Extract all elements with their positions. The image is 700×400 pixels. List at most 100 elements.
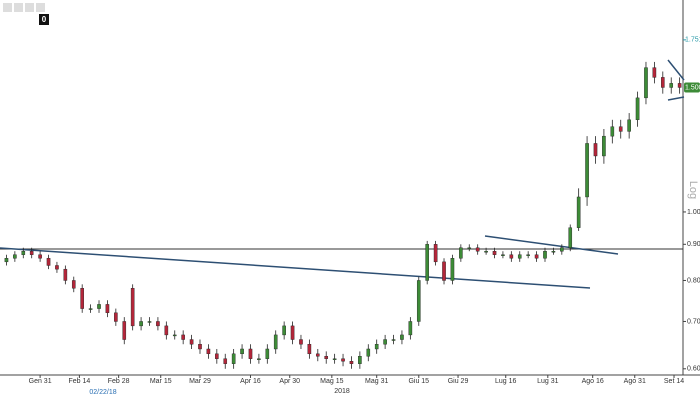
- x-tick-label: Mar 15: [150, 378, 172, 385]
- candle-body: [526, 254, 530, 256]
- x-tick-label: Apr 30: [279, 378, 300, 385]
- x-tick-label: Feb 14: [68, 378, 90, 385]
- candle-body: [425, 244, 429, 281]
- x-tick-label: Apr 16: [240, 378, 261, 385]
- candle-body: [71, 280, 76, 289]
- candle-body: [181, 334, 185, 340]
- candle-body: [46, 258, 51, 266]
- candle-body: [231, 353, 236, 364]
- candle-body: [543, 251, 547, 259]
- candle-body: [38, 254, 42, 259]
- candle-body: [257, 358, 261, 360]
- y-tick-label: 0.80: [687, 277, 700, 284]
- candle-body: [400, 334, 404, 340]
- candle-body: [433, 244, 438, 263]
- candle-body: [307, 344, 312, 355]
- cursor-date: 02/22/18: [89, 389, 116, 396]
- candle-body: [273, 334, 278, 350]
- tool-icon[interactable]: [36, 3, 45, 12]
- candle-body: [475, 247, 480, 252]
- candle-body: [130, 288, 135, 327]
- x-tick-label: Giu 15: [408, 378, 429, 385]
- candle-body: [206, 348, 211, 355]
- trend-line: [667, 59, 685, 81]
- x-tick-label: Set 14: [664, 378, 684, 385]
- candle-body: [450, 258, 455, 281]
- candle-body: [88, 308, 93, 310]
- candle-body: [324, 356, 329, 359]
- candle-body: [290, 325, 295, 340]
- candle-body: [576, 196, 581, 228]
- candle-body: [147, 321, 152, 323]
- candle-body: [223, 358, 228, 364]
- candle-body: [105, 304, 110, 314]
- candle-body: [332, 358, 337, 360]
- year-label: 2018: [334, 388, 350, 395]
- candle-body: [661, 77, 665, 88]
- tool-icon[interactable]: [25, 3, 34, 12]
- candle-body: [139, 321, 143, 327]
- candle-body: [240, 348, 244, 355]
- last-price-box: [684, 82, 700, 93]
- trend-line: [484, 235, 619, 255]
- x-tick-label: Mar 29: [189, 378, 211, 385]
- candle-body: [442, 261, 446, 281]
- candle-body: [517, 254, 522, 259]
- badge-text: 0: [42, 15, 47, 24]
- y-tick-label: 0.60: [687, 366, 700, 373]
- y-tick-label: 1.00: [687, 209, 700, 216]
- candle-body: [484, 251, 488, 253]
- candle-body: [560, 247, 564, 252]
- candle-body: [13, 254, 17, 259]
- candle-body: [215, 353, 219, 359]
- x-tick-label: Mag 15: [320, 378, 343, 385]
- candle-body: [29, 251, 34, 255]
- candle-body: [122, 321, 127, 340]
- candle-body: [627, 119, 631, 132]
- x-tick-label: Feb 28: [108, 378, 130, 385]
- candle-body: [383, 339, 387, 345]
- candle-body: [459, 247, 463, 259]
- candle-body: [172, 334, 177, 337]
- candle-body: [198, 344, 202, 350]
- candle-body: [669, 83, 674, 88]
- scale-note: Log: [687, 181, 699, 199]
- candle-body: [677, 83, 682, 88]
- candle-body: [509, 254, 514, 259]
- x-tick-label: Ago 16: [582, 378, 604, 385]
- tool-icon[interactable]: [3, 3, 12, 12]
- candle-body: [374, 344, 379, 350]
- candle-body: [652, 67, 657, 78]
- candle-body: [341, 358, 345, 362]
- candle-body: [568, 227, 573, 248]
- trend-line: [0, 247, 591, 289]
- candle-body: [21, 251, 26, 255]
- x-tick-label: Ago 31: [624, 378, 646, 385]
- candle-body: [602, 135, 606, 157]
- badge[interactable]: [39, 14, 49, 25]
- x-tick-label: Lug 16: [495, 378, 517, 385]
- candle-body: [501, 254, 505, 256]
- candle-body: [80, 288, 84, 309]
- candle-body: [366, 348, 371, 357]
- candle-body: [610, 126, 615, 137]
- candle-body: [534, 254, 539, 259]
- high-marker-label: 1.7514: [685, 37, 700, 44]
- candle-body: [467, 247, 472, 249]
- candle-body: [644, 67, 648, 99]
- y-tick-label: 0.70: [687, 318, 700, 325]
- toolbar[interactable]: 0: [3, 3, 49, 25]
- candle-body: [492, 251, 497, 255]
- candle-body: [4, 258, 9, 263]
- trend-line: [667, 96, 685, 101]
- candle-body: [248, 348, 253, 359]
- x-tick-label: Gen 31: [29, 378, 52, 385]
- tool-icon[interactable]: [14, 3, 23, 12]
- last-price-label: 1.500: [685, 84, 700, 91]
- candle-body: [349, 361, 354, 364]
- candle-body: [282, 325, 286, 336]
- candle-body: [358, 356, 362, 364]
- candle-body: [585, 143, 589, 198]
